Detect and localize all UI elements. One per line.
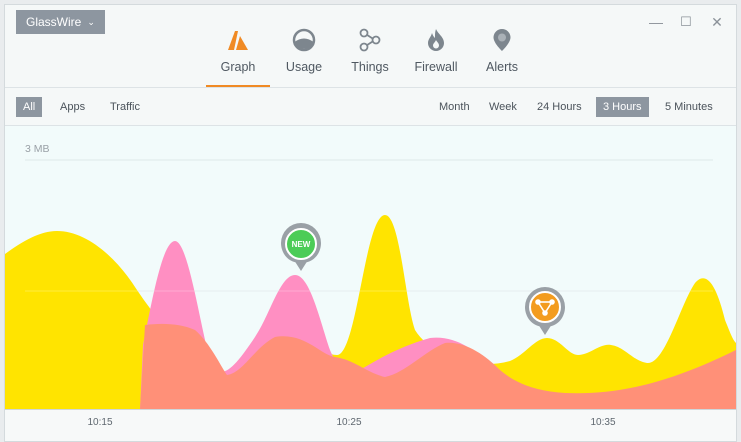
overlap-traffic-area <box>140 323 736 410</box>
filter-apps[interactable]: Apps <box>60 101 86 113</box>
graph-icon <box>228 31 248 50</box>
tab-alerts-label: Alerts <box>486 60 518 74</box>
network-alert-icon <box>535 299 555 316</box>
filter-all[interactable]: All <box>16 97 43 117</box>
filter-traffic[interactable]: Traffic <box>110 101 140 113</box>
time-tick: 10:15 <box>87 417 113 428</box>
alerts-icon <box>493 29 511 51</box>
new-marker-label: NEW <box>292 240 311 249</box>
time-axis-line <box>5 409 736 410</box>
app-menu-button[interactable]: GlassWire ⌄ <box>16 10 105 34</box>
time-tick: 10:35 <box>590 417 616 428</box>
maximize-button[interactable]: ☐ <box>680 14 692 29</box>
range-3-hours[interactable]: 3 Hours <box>596 97 649 117</box>
tab-graph[interactable]: Graph <box>205 27 271 87</box>
things-icon <box>359 28 381 52</box>
nav-divider <box>5 87 736 88</box>
new-host-marker[interactable]: NEW <box>281 223 321 271</box>
usage-icon <box>292 28 316 52</box>
app-menu-label: GlassWire <box>26 15 82 29</box>
range-5-minutes[interactable]: 5 Minutes <box>665 101 713 113</box>
network-alert-marker[interactable] <box>525 287 565 335</box>
tab-graph-label: Graph <box>220 60 256 74</box>
tab-firewall-label: Firewall <box>414 60 458 74</box>
traffic-graph[interactable]: NEW <box>5 126 736 410</box>
graph-scale-label: 3 MB <box>25 143 50 155</box>
close-button[interactable]: ✕ <box>711 14 723 30</box>
glasswire-window: GlassWire ⌄ — ☐ ✕ Graph Usage <box>4 4 737 442</box>
filter-divider <box>5 125 736 126</box>
firewall-icon <box>428 29 444 51</box>
range-week[interactable]: Week <box>489 101 517 113</box>
range-24-hours[interactable]: 24 Hours <box>537 101 582 113</box>
main-nav: Graph Usage Things Firewall <box>205 27 535 87</box>
tab-usage-label: Usage <box>285 60 323 74</box>
tab-alerts[interactable]: Alerts <box>469 27 535 87</box>
range-month[interactable]: Month <box>439 101 470 113</box>
minimize-button[interactable]: — <box>649 14 663 30</box>
time-axis <box>5 410 736 441</box>
tab-firewall[interactable]: Firewall <box>403 27 469 87</box>
tab-usage[interactable]: Usage <box>271 27 337 87</box>
tab-things-label: Things <box>351 60 389 74</box>
time-tick: 10:25 <box>336 417 362 428</box>
tab-things[interactable]: Things <box>337 27 403 87</box>
chevron-down-icon: ⌄ <box>87 17 95 27</box>
